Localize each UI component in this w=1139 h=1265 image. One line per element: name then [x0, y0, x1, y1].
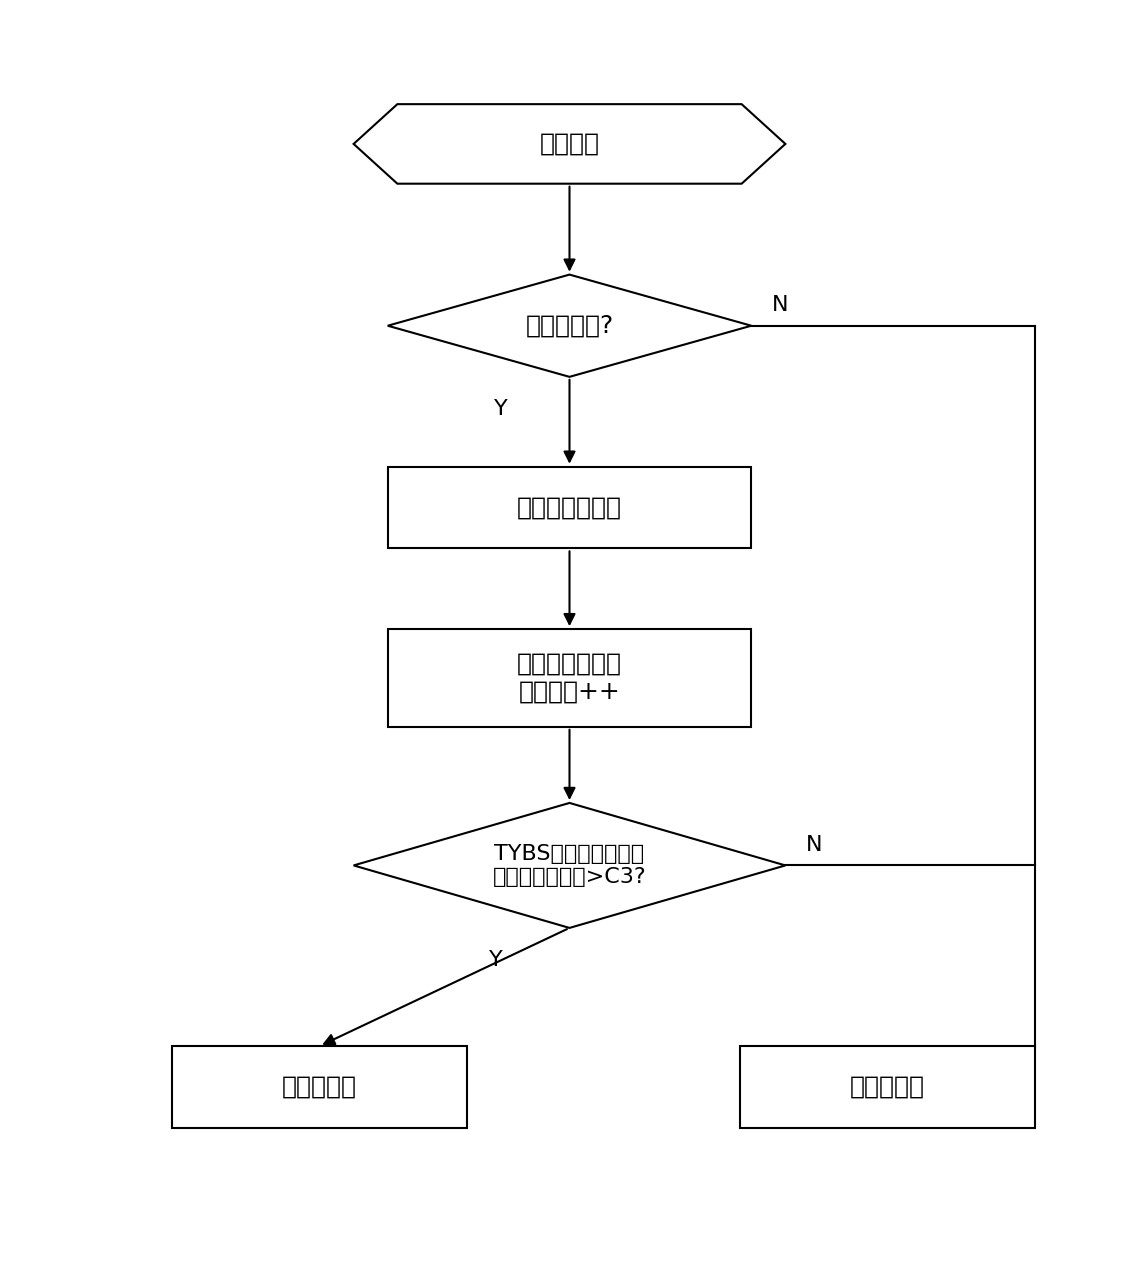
Text: TYBS时间内解除单闭
锁状态跳闸次数>C3?: TYBS时间内解除单闭 锁状态跳闸次数>C3?	[493, 844, 646, 887]
Text: 解除单闭锁状态
跳闸次数++: 解除单闭锁状态 跳闸次数++	[517, 651, 622, 703]
Text: 重合闸启动: 重合闸启动	[850, 1075, 925, 1099]
Text: N: N	[771, 295, 788, 315]
Text: Y: Y	[489, 950, 502, 970]
Text: N: N	[805, 835, 822, 855]
Text: 单闭锁状态清零: 单闭锁状态清零	[517, 496, 622, 520]
Text: Y: Y	[494, 398, 508, 419]
Text: 双闭锁状态: 双闭锁状态	[282, 1075, 357, 1099]
Text: 单闭锁状态?: 单闭锁状态?	[525, 314, 614, 338]
Text: 保护跳闸: 保护跳闸	[540, 132, 599, 156]
